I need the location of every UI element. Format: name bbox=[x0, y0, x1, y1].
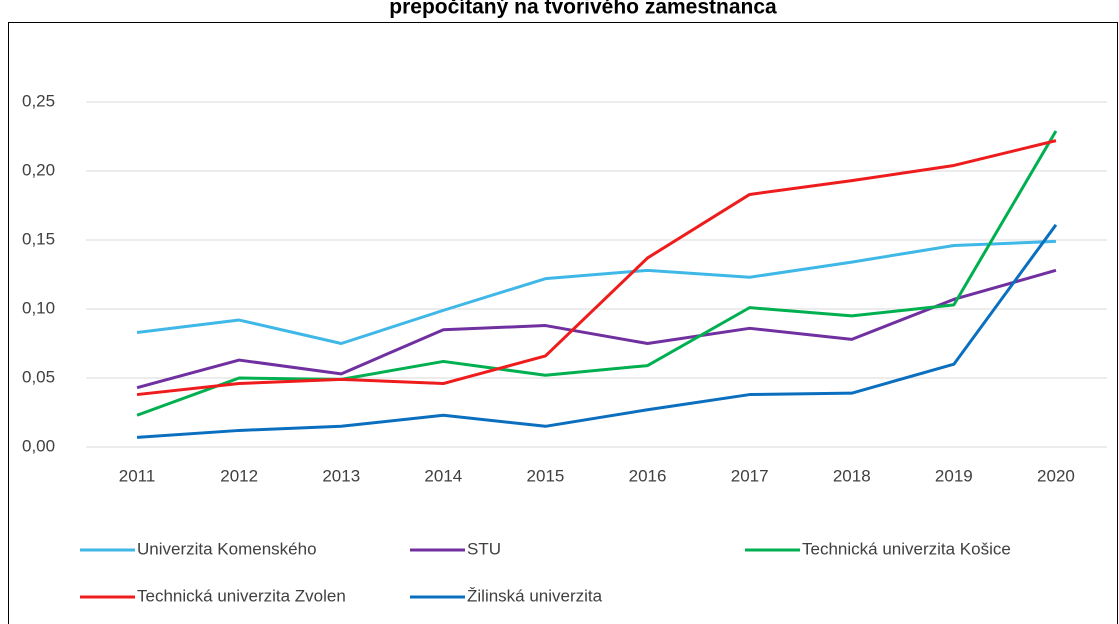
series-line bbox=[136, 268, 1057, 390]
legend-label: Technická univerzita Košice bbox=[802, 539, 1011, 558]
x-tick-label: 2014 bbox=[424, 466, 462, 485]
x-tick-label: 2018 bbox=[833, 466, 871, 485]
series-line bbox=[136, 130, 1058, 417]
y-tick-label: 0,10 bbox=[22, 298, 55, 317]
y-tick-label: 0,15 bbox=[22, 229, 55, 248]
legend-label: Žilinská univerzita bbox=[467, 586, 603, 605]
series-line bbox=[136, 239, 1057, 345]
series-line bbox=[136, 223, 1058, 439]
x-tick-label: 2017 bbox=[731, 466, 769, 485]
legend-label: Univerzita Komenského bbox=[137, 539, 317, 558]
legend-label: Technická univerzita Zvolen bbox=[137, 586, 346, 605]
x-tick-label: 2011 bbox=[119, 466, 156, 485]
y-tick-label: 0,20 bbox=[22, 160, 55, 179]
chart-border bbox=[8, 22, 1118, 624]
y-tick-label: 0,00 bbox=[22, 436, 55, 455]
legend-label: STU bbox=[467, 539, 501, 558]
series-line bbox=[136, 139, 1057, 397]
y-tick-label: 0,05 bbox=[22, 367, 55, 386]
chart-title: prepočítaný na tvorivého zamestnanca bbox=[389, 0, 777, 19]
x-tick-label: 2012 bbox=[220, 466, 258, 485]
x-tick-label: 2013 bbox=[322, 466, 360, 485]
y-tick-label: 0,25 bbox=[22, 91, 55, 110]
x-tick-label: 2015 bbox=[527, 466, 565, 485]
x-tick-label: 2020 bbox=[1037, 466, 1075, 485]
x-tick-label: 2019 bbox=[935, 466, 973, 485]
x-tick-label: 2016 bbox=[629, 466, 667, 485]
